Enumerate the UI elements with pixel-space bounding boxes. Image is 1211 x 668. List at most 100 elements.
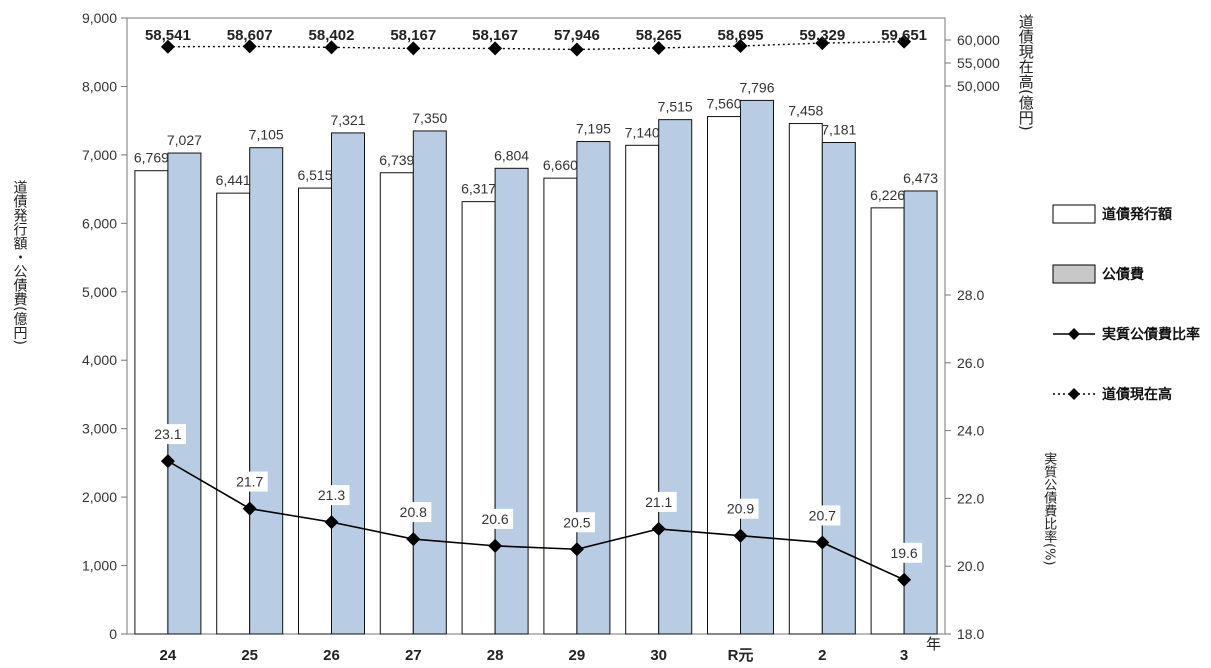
stock-label: 58,541 — [145, 27, 191, 44]
left-tick-label: 1,000 — [82, 558, 117, 574]
left-tick-label: 3,000 — [82, 421, 117, 437]
ratio-label: 21.1 — [645, 494, 672, 510]
bar-group — [134, 99, 938, 635]
bar-issuance-label: 6,226 — [870, 187, 905, 203]
right-bottom-tick-label: 24.0 — [957, 423, 984, 439]
legend-item-issuance: 道債発行額 — [1052, 202, 1172, 226]
stock-point — [815, 36, 830, 51]
bar-issuance — [216, 192, 251, 635]
ratio-label-bg — [231, 471, 268, 492]
legend-item-ratio: 実質公債費比率 — [1052, 322, 1200, 346]
ratio-label: 20.6 — [481, 511, 508, 527]
stock-point — [160, 39, 175, 54]
legend-item-stock: 道債現在高 — [1052, 382, 1172, 406]
right-bottom-tick-label: 26.0 — [957, 355, 984, 371]
stock-point — [406, 41, 421, 56]
legend-label-ratio: 実質公債費比率 — [1102, 327, 1200, 343]
bar-debt-service — [821, 142, 856, 635]
bar-issuance-label: 6,515 — [297, 167, 332, 183]
bar-issuance-label: 7,458 — [788, 103, 823, 119]
stock-label: 59,651 — [881, 27, 927, 44]
category-label: 2 — [818, 647, 826, 664]
bar-debt-service-label: 7,105 — [249, 127, 284, 143]
ratio-label-bg — [395, 502, 432, 523]
ratio-point — [406, 532, 421, 547]
stock-label: 58,695 — [718, 27, 764, 44]
right-bottom-tick-label: 22.0 — [957, 490, 984, 506]
left-tick-label: 2,000 — [82, 489, 117, 505]
ratio-point — [242, 501, 257, 516]
bar-debt-service — [331, 132, 365, 635]
ratio-point — [733, 528, 748, 543]
bar-debt-service-label: 7,321 — [330, 112, 365, 128]
ratio-label-bg — [558, 512, 595, 533]
left-tick-label: 9,000 — [82, 10, 117, 26]
legend-swatch-ratio — [1053, 328, 1095, 340]
stock-point — [897, 34, 912, 49]
left-tick-label: 5,000 — [82, 284, 117, 300]
category-label: 28 — [487, 647, 504, 664]
bar-issuance — [298, 187, 332, 635]
label-group: 6,769 7,027 6,441 7,105 6,515 7,321 6,739 7,350… — [134, 27, 938, 563]
legend-label-stock: 道債現在高 — [1102, 387, 1172, 403]
ratio-label: 20.8 — [400, 504, 427, 520]
right-top-tick-label: 55,000 — [957, 55, 1000, 71]
bar-debt-service — [249, 147, 284, 635]
bar-debt-service-label: 7,350 — [412, 110, 447, 126]
ratio-line — [167, 460, 905, 581]
category-label: 27 — [405, 647, 422, 664]
ratio-label: 21.7 — [236, 474, 263, 490]
ratio-point — [569, 542, 584, 557]
category-label: 25 — [241, 647, 258, 664]
bar-debt-service-label: 7,796 — [739, 79, 774, 95]
right-bottom-tick-label: 28.0 — [957, 287, 984, 303]
stock-label: 57,946 — [554, 27, 600, 44]
category-label: 3 — [900, 647, 908, 664]
bar-debt-service-label: 6,473 — [903, 170, 938, 186]
ratio-label-bg — [722, 498, 759, 519]
right-top-tick-label: 60,000 — [957, 32, 1000, 48]
line-group — [128, 19, 944, 587]
bar-issuance-label: 6,769 — [134, 150, 169, 166]
ratio-label-bg — [477, 508, 514, 529]
bar-issuance — [788, 123, 823, 635]
right-top-axis-title: 道債現在高(億円) — [1016, 14, 1035, 131]
bar-issuance-label: 7,560 — [706, 96, 741, 112]
left-tick-label: 4,000 — [82, 352, 117, 368]
bar-debt-service-label: 7,181 — [821, 122, 856, 138]
bar-debt-service — [740, 99, 774, 635]
bar-issuance — [543, 177, 578, 635]
ratio-label-bg — [804, 505, 841, 526]
ratio-label-bg — [313, 485, 350, 506]
left-tick-label: 0 — [109, 626, 117, 642]
right-bottom-axis-title: 実質公債費比率(%) — [1041, 452, 1057, 566]
bar-issuance-label: 7,140 — [625, 124, 660, 140]
bar-debt-service-label: 7,195 — [576, 121, 611, 137]
ratio-label: 19.6 — [890, 545, 917, 561]
ratio-label: 20.9 — [727, 501, 754, 517]
bar-issuance-label: 6,317 — [461, 181, 496, 197]
right-bottom-tick-label: 18.0 — [957, 626, 984, 642]
stock-label: 58,265 — [636, 27, 682, 44]
right-bottom-tick-label: 20.0 — [957, 558, 984, 574]
category-label: 24 — [160, 647, 177, 664]
category-label: R元 — [728, 647, 754, 664]
bar-issuance — [870, 207, 905, 635]
category-label: 26 — [323, 647, 340, 664]
category-label: 30 — [650, 647, 667, 664]
bar-issuance — [379, 172, 414, 635]
stock-point — [488, 41, 503, 56]
stock-label: 58,607 — [227, 27, 273, 44]
category-label: 29 — [569, 647, 586, 664]
stock-label: 58,167 — [472, 27, 518, 44]
left-tick-label: 8,000 — [82, 78, 117, 94]
bar-issuance — [707, 116, 741, 635]
ratio-label: 21.3 — [318, 487, 345, 503]
bar-debt-service — [494, 167, 529, 635]
right-top-tick-label: 50,000 — [957, 78, 1000, 94]
stock-point — [242, 39, 257, 54]
stock-point — [324, 40, 339, 55]
legend-swatch-issuance — [1052, 204, 1096, 224]
ratio-label: 23.1 — [154, 426, 181, 442]
